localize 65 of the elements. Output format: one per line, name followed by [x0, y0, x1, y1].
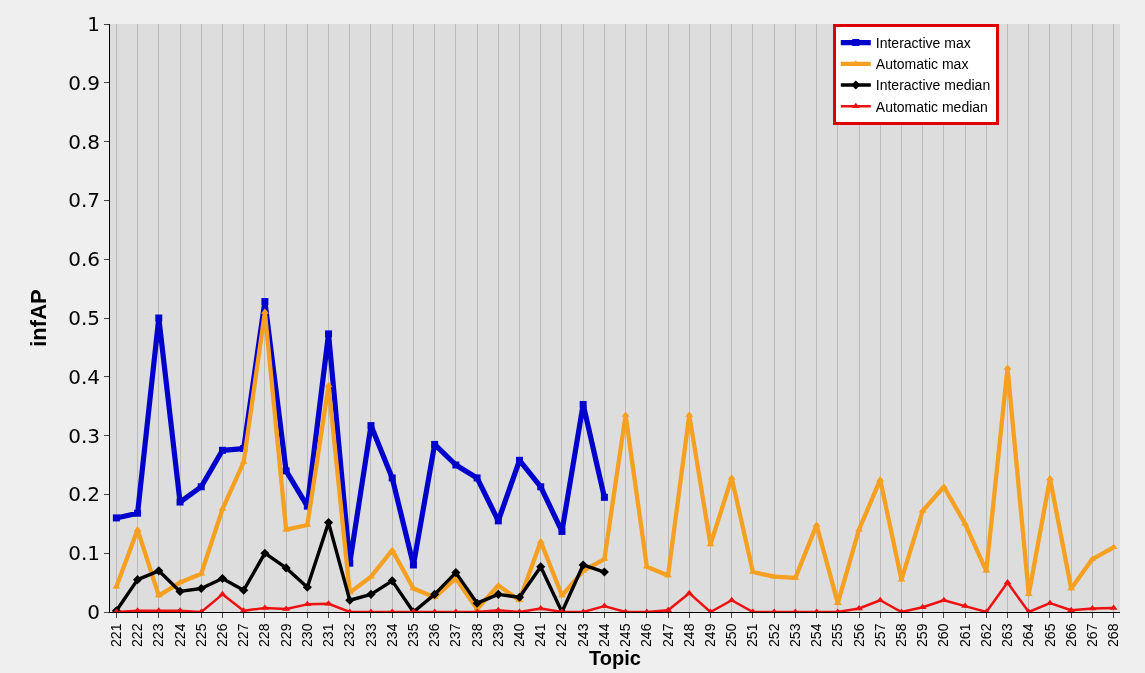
x-tick-label: 249 — [702, 623, 719, 647]
x-tick-label: 226 — [214, 623, 231, 647]
x-tick-label: 233 — [362, 623, 379, 647]
x-tick-label: 241 — [532, 623, 549, 647]
x-tick-label: 248 — [680, 623, 697, 647]
x-tick-label: 266 — [1062, 623, 1079, 647]
legend-label: Interactive max — [875, 35, 971, 52]
x-tick-label: 231 — [320, 623, 337, 647]
x-tick-label: 261 — [956, 623, 973, 647]
x-tick-label: 255 — [829, 623, 846, 647]
x-tick-label: 256 — [850, 623, 867, 647]
x-tick-label: 242 — [553, 623, 570, 647]
x-tick-label: 232 — [341, 623, 358, 647]
x-tick-label: 237 — [447, 623, 464, 647]
x-tick-label: 239 — [489, 623, 506, 647]
x-tick-label: 243 — [574, 623, 591, 647]
legend-label: Automatic max — [875, 56, 969, 73]
x-tick-label: 253 — [786, 623, 803, 647]
y-tick-label: 0.6 — [68, 247, 100, 272]
legend-label: Interactive median — [875, 77, 991, 94]
x-tick-label: 263 — [999, 623, 1016, 647]
x-tick-label: 225 — [192, 623, 209, 647]
y-tick-label: 0.4 — [68, 364, 100, 389]
x-tick-label: 264 — [1020, 623, 1037, 647]
x-tick-label: 240 — [511, 623, 528, 647]
x-tick-label: 230 — [298, 623, 315, 647]
y-tick-label: 0.2 — [68, 482, 100, 507]
y-tick-label: 0.1 — [68, 541, 100, 566]
y-tick-label: 0.5 — [68, 306, 100, 330]
x-tick-label: 252 — [765, 623, 782, 647]
x-tick-label: 267 — [1083, 623, 1100, 647]
y-tick-label: 0.8 — [68, 129, 100, 154]
x-tick-label: 224 — [171, 623, 188, 647]
x-tick-label: 222 — [129, 623, 146, 647]
x-tick-label: 254 — [808, 623, 825, 647]
y-tick-label: 0.9 — [68, 70, 100, 95]
x-tick-label: 250 — [723, 623, 740, 647]
x-tick-label: 221 — [107, 623, 124, 647]
y-tick-label: 0 — [87, 600, 100, 624]
x-tick-label: 234 — [383, 623, 400, 647]
x-tick-label: 247 — [659, 623, 676, 647]
y-axis-title: infAP — [25, 289, 51, 347]
x-tick-label: 251 — [744, 623, 761, 647]
x-tick-label: 223 — [150, 623, 167, 647]
legend-label: Automatic median — [875, 98, 988, 115]
x-axis-title: Topic — [589, 646, 641, 669]
y-tick-label: 0.3 — [68, 423, 100, 448]
x-tick-label: 228 — [256, 623, 273, 647]
x-tick-label: 238 — [468, 623, 485, 647]
x-tick-label: 258 — [893, 623, 909, 647]
x-tick-label: 262 — [977, 623, 994, 647]
x-tick-label: 257 — [871, 623, 888, 647]
x-tick-label: 259 — [914, 623, 931, 647]
x-tick-label: 235 — [404, 623, 421, 647]
x-tick-label: 244 — [595, 623, 612, 647]
x-tick-label: 227 — [235, 623, 252, 647]
x-tick-label: 229 — [277, 623, 294, 647]
x-tick-label: 245 — [617, 623, 634, 647]
x-tick-label: 260 — [935, 623, 952, 647]
y-tick-label: 0.7 — [68, 188, 100, 213]
x-tick-label: 236 — [426, 623, 443, 647]
x-tick-label: 246 — [638, 623, 655, 647]
x-tick-label: 268 — [1105, 623, 1122, 647]
x-tick-label: 265 — [1041, 623, 1058, 647]
y-tick-label: 1 — [87, 12, 100, 36]
